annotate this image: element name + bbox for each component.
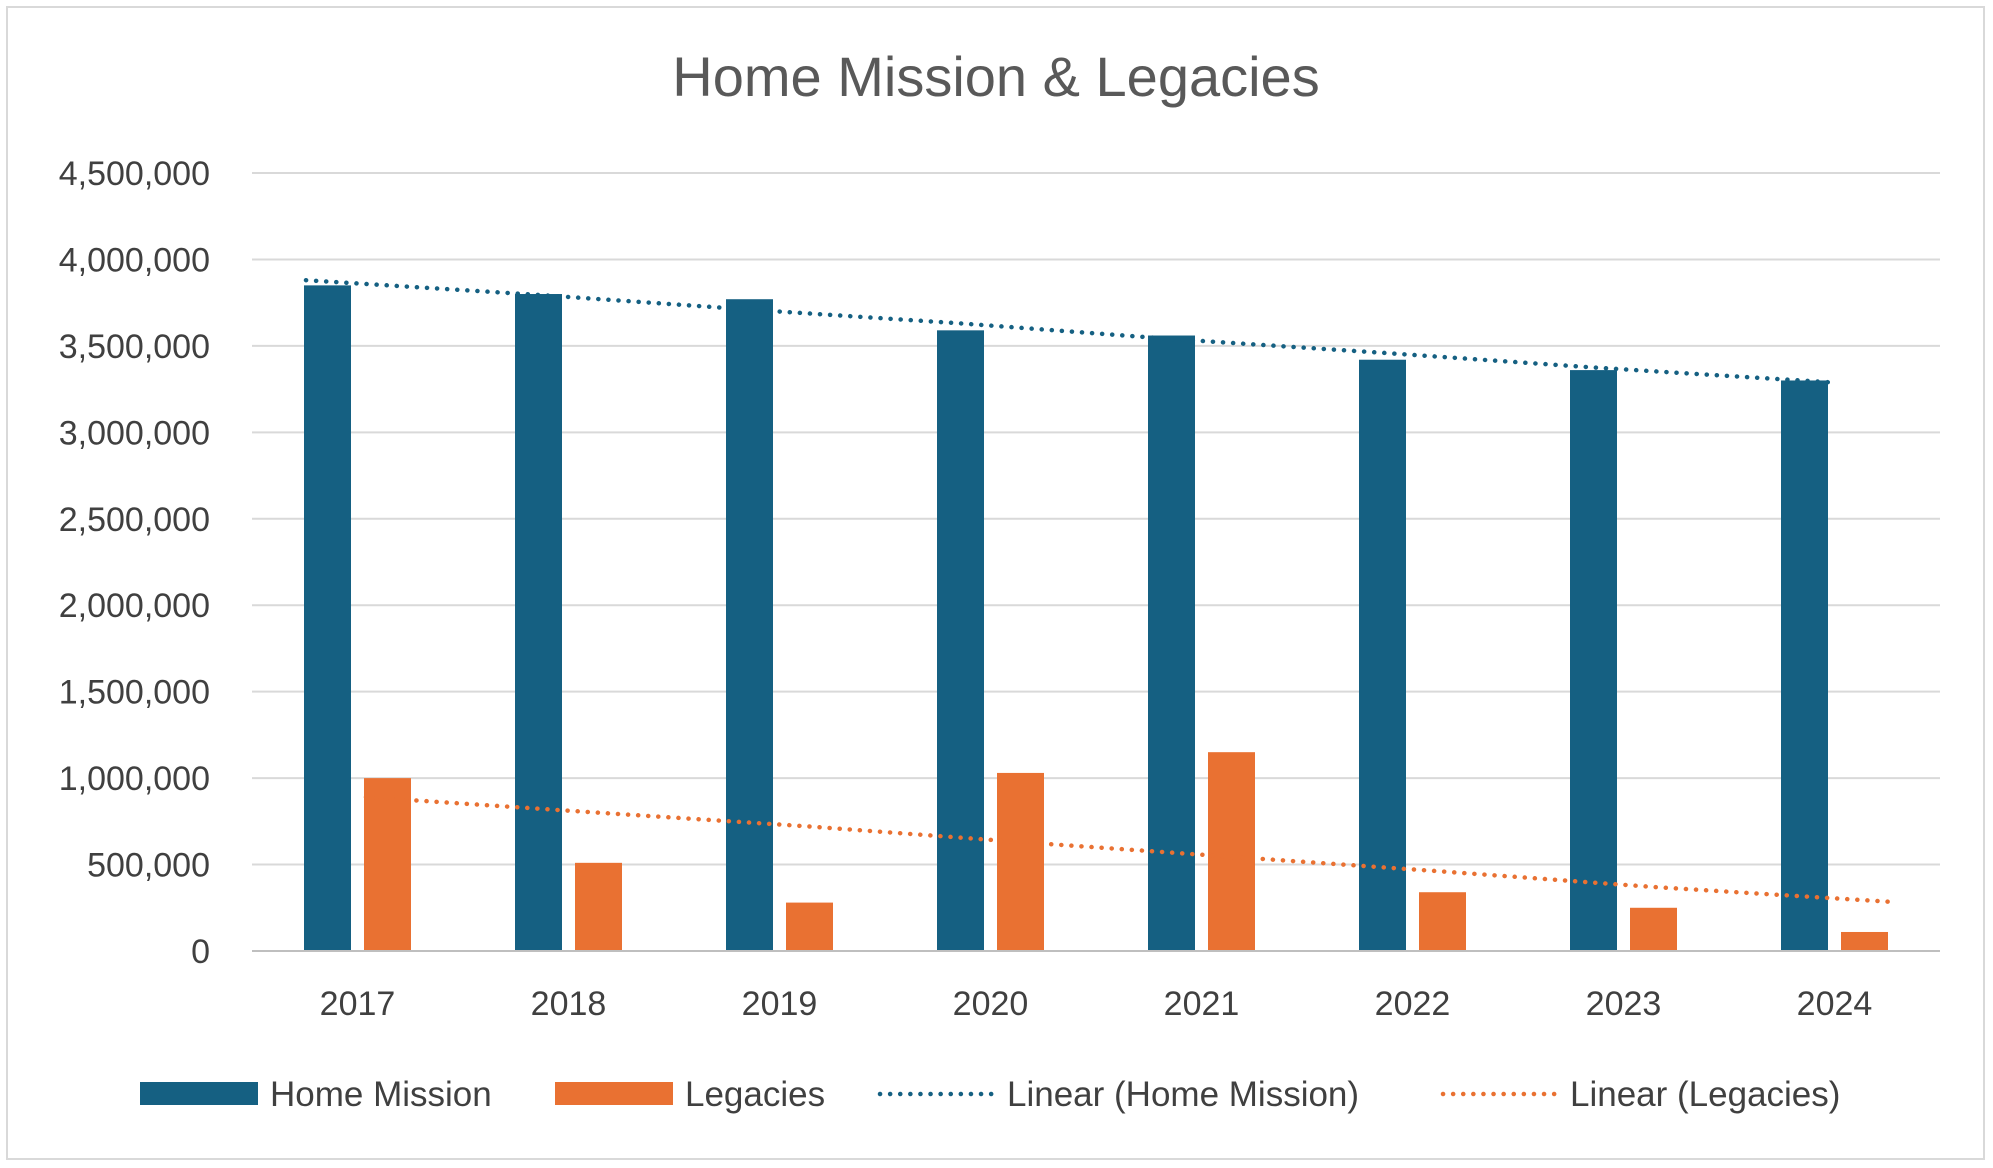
legend-item-home-mission: Home Mission: [140, 1075, 492, 1114]
x-tick-label: 2024: [1797, 985, 1873, 1023]
bar-home-mission: [1781, 380, 1828, 951]
bar-home-mission: [1359, 359, 1406, 952]
bar-legacies: [1419, 892, 1466, 951]
x-tick-label: 2022: [1375, 985, 1451, 1023]
bar-home-mission: [1570, 370, 1617, 951]
y-tick-label: 4,000,000: [59, 241, 210, 279]
x-tick-label: 2018: [531, 985, 607, 1023]
chart-title: Home Mission & Legacies: [672, 45, 1319, 108]
x-tick-label: 2023: [1586, 985, 1662, 1023]
bar-home-mission: [304, 285, 351, 951]
legend-label: Linear (Legacies): [1570, 1075, 1840, 1114]
bar-home-mission: [1148, 335, 1195, 951]
bars: [304, 285, 1888, 952]
x-axis-ticks: 2017 2018 2019 2020 2021 2022 2023 2024: [320, 985, 1873, 1023]
y-axis-ticks: 0 500,000 1,000,000 1,500,000 2,000,000 2,500…: [59, 155, 210, 971]
y-tick-label: 3,000,000: [59, 414, 210, 452]
legend-swatch: [555, 1082, 673, 1105]
y-tick-label: 1,500,000: [59, 674, 210, 712]
legend-swatch: [140, 1082, 258, 1105]
bar-legacies: [1208, 752, 1255, 951]
bar-legacies: [1630, 907, 1677, 951]
bar-legacies: [1841, 931, 1888, 951]
legend-label: Home Mission: [270, 1075, 492, 1114]
gridlines: [252, 172, 1940, 866]
x-tick-label: 2019: [742, 985, 818, 1023]
y-tick-label: 500,000: [87, 847, 210, 885]
bar-legacies: [364, 778, 411, 951]
legend-item-legacies: Legacies: [555, 1075, 825, 1114]
bar-home-mission: [726, 299, 773, 952]
y-tick-label: 2,000,000: [59, 587, 210, 625]
legend-label: Legacies: [685, 1075, 825, 1114]
y-tick-label: 1,000,000: [59, 760, 210, 798]
legend-item-linear-legacies: Linear (Legacies): [1440, 1075, 1840, 1114]
y-tick-label: 4,500,000: [59, 155, 210, 193]
bar-legacies: [786, 902, 833, 951]
bar-home-mission: [937, 330, 984, 952]
legend-label: Linear (Home Mission): [1007, 1075, 1359, 1114]
legend: Home Mission Legacies Linear (Home Mission…: [140, 1075, 1840, 1114]
bar-legacies: [997, 772, 1044, 951]
y-tick-label: 0: [191, 933, 210, 971]
x-tick-label: 2020: [953, 985, 1029, 1023]
y-tick-label: 3,500,000: [59, 328, 210, 366]
y-tick-label: 2,500,000: [59, 501, 210, 539]
bar-home-mission: [515, 294, 562, 951]
legend-item-linear-home-mission: Linear (Home Mission): [877, 1075, 1359, 1114]
x-tick-label: 2021: [1164, 985, 1240, 1023]
bar-legacies: [575, 862, 622, 951]
x-tick-label: 2017: [320, 985, 396, 1023]
